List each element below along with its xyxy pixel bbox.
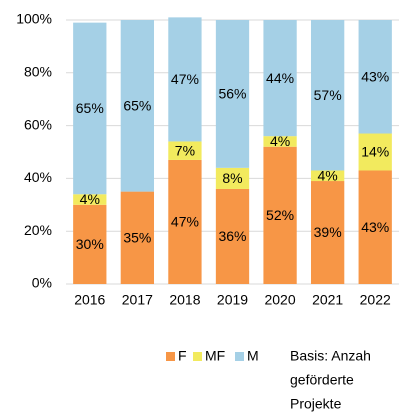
bar-segment (73, 204, 107, 284)
data-label: 7% (175, 142, 195, 158)
data-label: 57% (314, 87, 342, 103)
bar-segment (168, 17, 202, 142)
bar-segment (358, 20, 392, 134)
bar-segment (263, 146, 297, 284)
x-tick-label: 2020 (264, 292, 295, 308)
bar-segment (215, 20, 250, 168)
bar-segment (215, 188, 250, 284)
bar-segment (310, 170, 345, 182)
data-label: 8% (222, 170, 242, 186)
legend-label: M (247, 348, 259, 364)
legend-swatch (193, 352, 202, 361)
data-label: 44% (266, 70, 294, 86)
data-label: 35% (123, 230, 151, 246)
data-label: 39% (314, 224, 342, 240)
x-tick-label: 2017 (122, 292, 153, 308)
y-tick-label: 60% (24, 116, 52, 132)
data-label: 47% (171, 71, 199, 87)
data-label: 52% (266, 207, 294, 223)
y-tick-label: 0% (32, 275, 52, 291)
x-tick-label: 2018 (169, 292, 200, 308)
legend-swatch (235, 352, 244, 361)
bar-segment (358, 170, 392, 284)
data-label: 65% (76, 100, 104, 116)
bar-segment (73, 22, 107, 195)
bar-segment (168, 141, 202, 160)
y-tick-label: 80% (24, 64, 52, 80)
x-tick-label: 2019 (217, 292, 248, 308)
data-label: 4% (270, 133, 290, 149)
note: Projekte (290, 396, 342, 412)
y-tick-label: 100% (16, 11, 52, 27)
bar-segment (310, 20, 345, 171)
data-label: 56% (218, 86, 246, 102)
legend-label: MF (205, 348, 225, 364)
bar-segment (215, 167, 250, 189)
data-label: 4% (80, 191, 100, 207)
legend-label: F (178, 348, 187, 364)
data-label: 65% (123, 98, 151, 114)
x-tick-label: 2016 (74, 292, 105, 308)
data-label: 4% (318, 167, 338, 183)
bar-segment (120, 20, 155, 192)
data-label: 43% (361, 68, 389, 84)
bar-segment (73, 194, 107, 205)
bar-segment (358, 133, 392, 171)
bar-segment (263, 136, 297, 147)
bar-segment (120, 191, 155, 284)
x-tick-label: 2022 (360, 292, 391, 308)
data-label: 47% (171, 214, 199, 230)
legend-swatch (166, 352, 175, 361)
note: Basis: Anzah (290, 348, 371, 364)
bar-segment (310, 181, 345, 284)
data-label: 14% (361, 144, 389, 160)
data-label: 30% (76, 236, 104, 252)
data-label: 36% (218, 228, 246, 244)
y-tick-label: 40% (24, 169, 52, 185)
bar-segment (263, 20, 297, 137)
bar-segment (168, 159, 202, 284)
data-label: 43% (361, 219, 389, 235)
note: geförderte (290, 372, 354, 388)
x-tick-label: 2021 (312, 292, 343, 308)
y-tick-label: 20% (24, 222, 52, 238)
